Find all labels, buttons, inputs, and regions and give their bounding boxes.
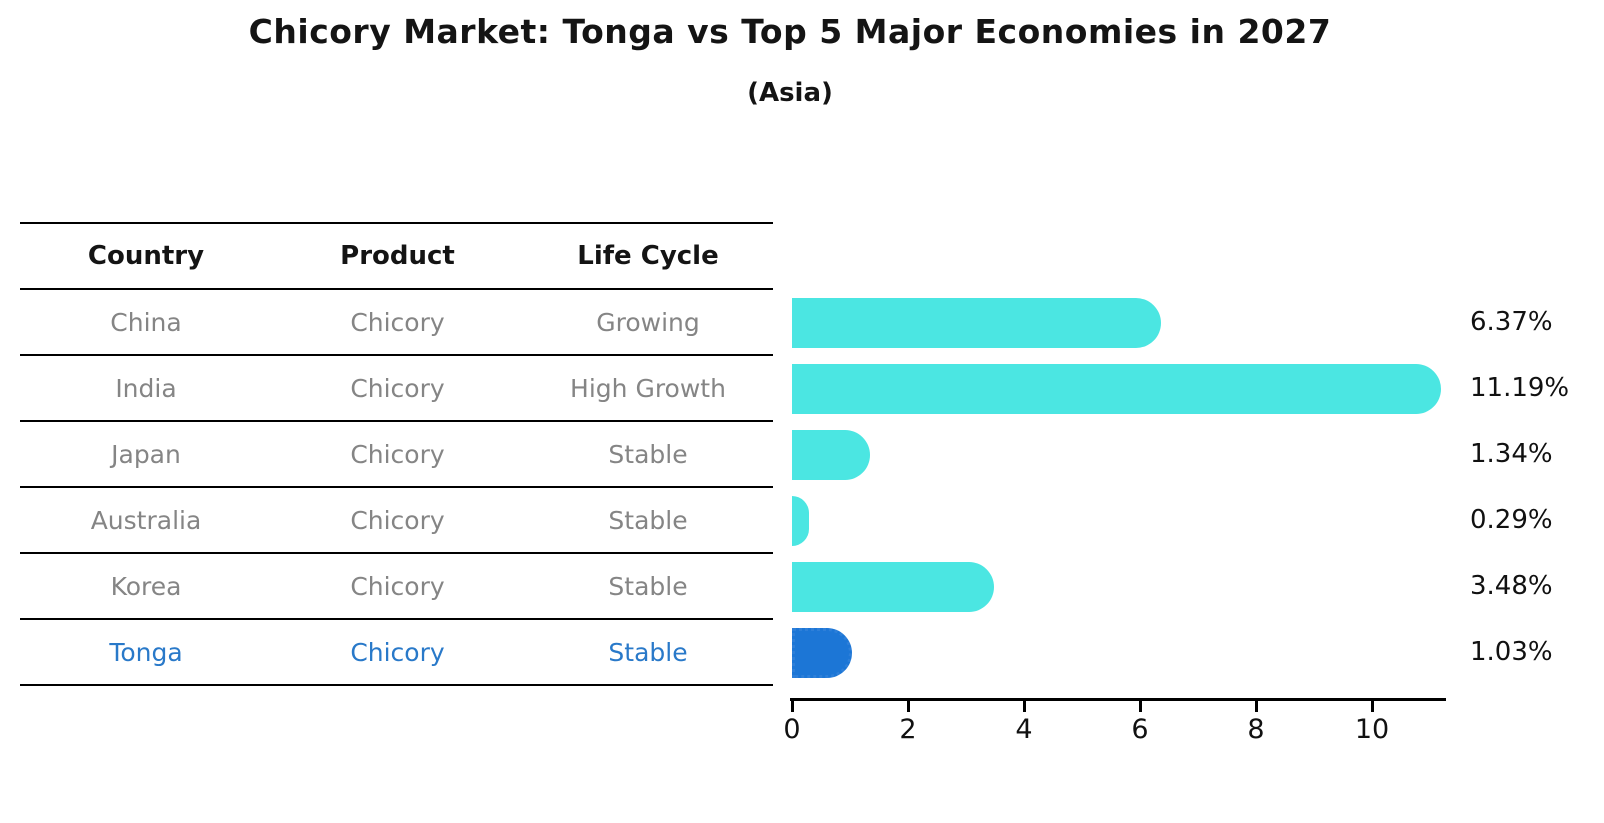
table-row-tonga: Tonga Chicory Stable [20,620,773,686]
x-axis-tick-label-4: 4 [1015,714,1033,745]
bar-china [792,298,1161,348]
table-row-china: China Chicory Growing [20,290,773,356]
cell-country: China [110,307,182,337]
cell-product: Chicory [350,439,445,469]
country-table: Country Product Life Cycle China Chicory G… [20,222,773,686]
chart-subtitle: (Asia) [747,78,833,108]
cell-product: Chicory [350,505,445,535]
chart-title: Chicory Market: Tonga vs Top 5 Major Eco… [248,12,1332,51]
cell-country: Korea [110,571,182,601]
cell-life-cycle: Stable [608,439,688,469]
x-axis-tick-label-8: 8 [1247,714,1265,745]
header-country: Country [87,241,205,271]
x-axis-tick-label-6: 6 [1131,714,1149,745]
x-axis-tick-10 [1371,701,1374,712]
cell-product: Chicory [350,637,445,667]
table-row-india: India Chicory High Growth [20,356,773,422]
cell-product: Chicory [350,307,445,337]
value-label-korea: 3.48% [1470,571,1553,601]
bar-korea [792,562,994,612]
cell-country: Australia [90,505,202,535]
cell-life-cycle: High Growth [570,373,726,403]
table-header-row: Country Product Life Cycle [20,222,773,290]
bar-tonga [792,628,852,678]
x-axis-tick-6 [1139,701,1142,712]
table-row-japan: Japan Chicory Stable [20,422,773,488]
table-row-korea: Korea Chicory Stable [20,554,773,620]
cell-product: Chicory [350,373,445,403]
x-axis-tick-2 [907,701,910,712]
table-body: China Chicory Growing India Chicory High Grow… [20,290,773,686]
cell-life-cycle: Stable [608,505,688,535]
bar-australia [792,496,809,546]
x-axis-tick-0 [791,701,794,712]
value-label-china: 6.37% [1470,307,1553,337]
cell-country: India [115,373,177,403]
value-label-australia: 0.29% [1470,505,1553,535]
header-product: Product [340,241,455,271]
header-life-cycle: Life Cycle [577,241,719,271]
value-label-japan: 1.34% [1470,439,1553,469]
cell-product: Chicory [350,571,445,601]
x-axis-tick-label-0: 0 [783,714,801,745]
x-axis-tick-label-2: 2 [899,714,917,745]
table-row-australia: Australia Chicory Stable [20,488,773,554]
x-axis-tick-4 [1023,701,1026,712]
value-label-india: 11.19% [1470,373,1570,403]
cell-life-cycle: Stable [608,571,688,601]
bar-japan [792,430,870,480]
cell-country: Japan [111,439,181,469]
cell-country: Tonga [109,637,183,667]
cell-life-cycle: Growing [596,307,700,337]
x-axis-line [790,698,1446,701]
value-label-tonga: 1.03% [1470,637,1553,667]
x-axis-tick-8 [1255,701,1258,712]
x-axis-tick-label-10: 10 [1354,714,1390,745]
cell-life-cycle: Stable [608,637,688,667]
bar-india [792,364,1441,414]
